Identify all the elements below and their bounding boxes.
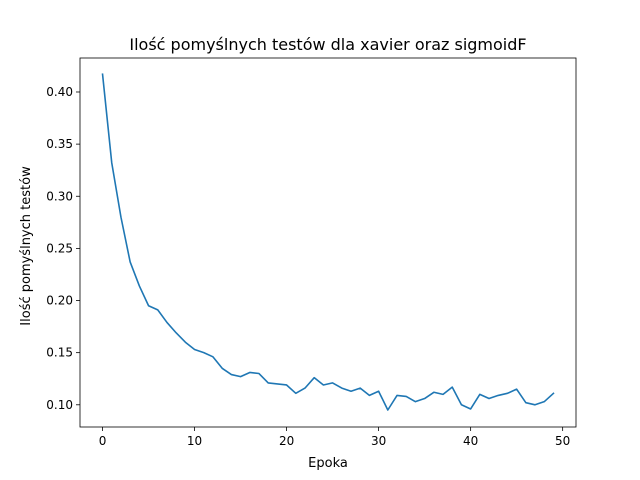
x-tick-label: 20 (279, 434, 294, 448)
plot-area: 0 10 20 30 40 50 0.10 0.15 0.20 0.25 0.30 0.35 0.40 (46, 57, 577, 448)
x-tick-label: 40 (463, 434, 478, 448)
x-axis-label: Epoka (308, 456, 348, 471)
x-tick-label: 30 (371, 434, 386, 448)
x-tick-label: 0 (99, 434, 107, 448)
y-tick-label: 0.25 (46, 241, 73, 255)
chart-title: Ilość pomyślnych testów dla xavier oraz … (129, 35, 526, 54)
y-tick-label: 0.30 (46, 189, 73, 203)
y-tick-label: 0.20 (46, 294, 73, 308)
y-tick-label: 0.10 (46, 398, 73, 412)
series-line-0 (101, 73, 555, 411)
plot-frame (79, 57, 577, 428)
y-tick-label: 0.35 (46, 137, 73, 151)
y-tick-label: 0.15 (46, 346, 73, 360)
y-axis-label: Ilość pomyślnych testów (19, 166, 34, 326)
x-tick-label: 50 (555, 434, 570, 448)
y-tick-label: 0.40 (46, 85, 73, 99)
x-tick-label: 10 (187, 434, 202, 448)
